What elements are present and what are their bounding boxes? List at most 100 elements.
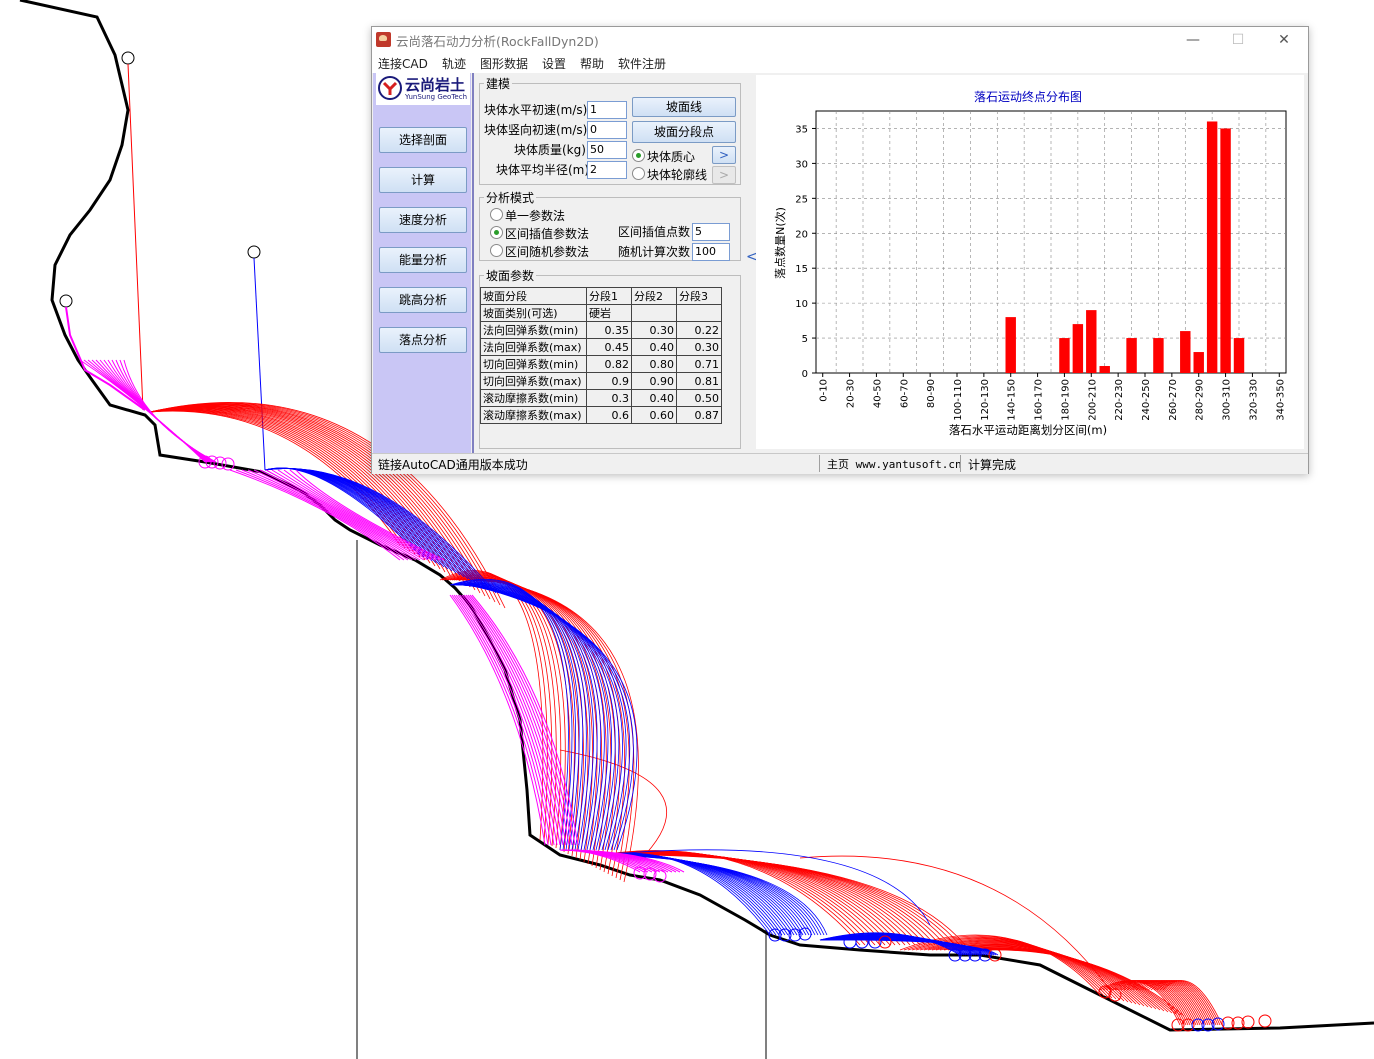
stop-point-circle <box>1191 1018 1205 1032</box>
minimize-button[interactable]: — <box>1186 32 1200 48</box>
bounce-height-analysis-button[interactable]: 跳高分析 <box>379 287 467 313</box>
velocity-analysis-button[interactable]: 速度分析 <box>379 207 467 233</box>
menu-register[interactable]: 软件注册 <box>618 57 667 71</box>
landing-point-analysis-button[interactable]: 落点分析 <box>379 327 467 353</box>
x-tick-label: 260-270 <box>1168 379 1179 421</box>
magenta-trajectory <box>241 469 409 561</box>
table-cell[interactable]: 0.9 <box>586 372 632 390</box>
menu-trajectory[interactable]: 轨迹 <box>442 57 467 71</box>
magenta-trajectory <box>467 594 573 846</box>
menu-help[interactable]: 帮助 <box>580 57 605 71</box>
chart-svg: 落石运动终点分布图 0 5 10 15 20 25 30 35 0-10 20-30 40-50 6… <box>773 89 1287 437</box>
red-trajectory <box>1150 980 1215 1026</box>
table-cell[interactable]: 0.87 <box>676 406 722 424</box>
blue-trajectory <box>457 584 598 851</box>
table-cell[interactable]: 0.30 <box>631 321 677 339</box>
red-trajectory <box>149 409 421 558</box>
table-cell[interactable]: 0.90 <box>631 372 677 390</box>
magenta-trajectory <box>289 469 441 561</box>
table-cell[interactable]: 0.45 <box>586 338 632 356</box>
radio-single-param[interactable] <box>490 208 503 221</box>
center-arrow-button[interactable]: > <box>712 146 736 164</box>
energy-analysis-button[interactable]: 能量分析 <box>379 247 467 273</box>
outline-arrow-button[interactable]: > <box>712 166 736 184</box>
chart-title: 落石运动终点分布图 <box>974 89 1082 104</box>
interp-points-input[interactable]: 5 <box>692 223 730 241</box>
stop-point-circle <box>1258 1014 1272 1028</box>
magenta-trajectory <box>271 469 429 561</box>
magenta-trajectory <box>449 594 546 846</box>
slope-line-button[interactable]: 坡面线 <box>632 97 736 117</box>
red-trajectory <box>445 573 557 847</box>
table-cell[interactable] <box>676 304 722 322</box>
vy-input[interactable]: 0 <box>587 121 627 139</box>
radius-input[interactable]: 2 <box>587 161 627 179</box>
slope-params-group: 坡面参数 <box>479 267 741 449</box>
mass-label: 块体质量(kg) <box>514 143 586 157</box>
table-cell[interactable]: 0.81 <box>676 372 722 390</box>
modeling-group: 建模 <box>479 75 741 185</box>
table-cell[interactable]: 0.40 <box>631 389 677 407</box>
radio-interval-random[interactable] <box>490 244 503 257</box>
random-count-label: 随机计算次数 <box>618 245 691 259</box>
magenta-trajectory <box>453 594 552 846</box>
collapse-panel-icon[interactable]: < <box>746 249 758 265</box>
stop-point-circle <box>868 935 882 949</box>
blue-trajectory <box>449 578 569 851</box>
chart-bars <box>1005 121 1245 373</box>
table-cell[interactable]: 0.30 <box>676 338 722 356</box>
table-row: 坡面类别(可选) 硬岩 <box>480 304 722 322</box>
table-cell[interactable]: 0.6 <box>586 406 632 424</box>
x-tick-label: 300-310 <box>1222 379 1233 421</box>
table-cell[interactable]: 0.3 <box>586 389 632 407</box>
table-cell[interactable]: 0.35 <box>586 321 632 339</box>
vx-input[interactable]: 1 <box>587 101 627 119</box>
table-cell[interactable]: 0.40 <box>631 338 677 356</box>
random-count-input[interactable]: 100 <box>692 243 730 261</box>
table-cell[interactable]: 硬岩 <box>586 304 632 322</box>
table-cell[interactable]: 0.60 <box>631 406 677 424</box>
radio-interval-interp-label: 区间插值参数法 <box>505 227 590 241</box>
x-tick-label: 100-110 <box>953 379 964 421</box>
row-label-cell: 滚动摩擦系数(max) <box>480 406 587 424</box>
table-row: 法向回弹系数(max) 0.45 0.40 0.30 <box>480 338 722 356</box>
stop-point-circle <box>798 927 812 941</box>
maximize-button[interactable]: ☐ <box>1231 32 1245 48</box>
red-trajectories <box>149 402 1223 1026</box>
calculate-button[interactable]: 计算 <box>379 167 467 193</box>
blue-trajectory <box>455 583 591 851</box>
landing-distribution-chart: 落石运动终点分布图 0 5 10 15 20 25 30 35 0-10 20-30 40-50 6… <box>756 75 1304 449</box>
y-tick-label: 15 <box>795 264 808 275</box>
slope-segment-button[interactable]: 坡面分段点 <box>632 121 736 143</box>
stop-point-circle <box>978 948 992 962</box>
blue-trajectory <box>458 584 602 851</box>
magenta-trajectory <box>459 594 561 846</box>
red-trajectory <box>451 575 571 853</box>
menu-settings[interactable]: 设置 <box>542 57 567 71</box>
table-cell[interactable]: 0.80 <box>631 355 677 373</box>
radio-interval-interp[interactable] <box>490 226 503 239</box>
slope-profile-line <box>19 0 1374 1032</box>
menu-graph-data[interactable]: 图形数据 <box>480 57 529 71</box>
slope-params-legend: 坡面参数 <box>486 269 535 283</box>
select-section-button[interactable]: 选择剖面 <box>379 127 467 153</box>
title-bar: 云尚落石动力分析(RockFallDyn2D) — ☐ ✕ <box>372 27 1308 53</box>
red-trajectory <box>599 850 871 946</box>
blue-trajectory <box>460 584 609 851</box>
blue-trajectory <box>599 849 931 926</box>
table-cell[interactable]: 0.50 <box>676 389 722 407</box>
bar-210-220 <box>1099 366 1110 373</box>
menu-connect-cad[interactable]: 连接CAD <box>378 57 428 71</box>
table-cell[interactable]: 0.82 <box>586 355 632 373</box>
bar-280-290 <box>1193 352 1204 373</box>
bar-300-310 <box>1220 128 1231 373</box>
close-button[interactable]: ✕ <box>1278 32 1290 48</box>
radio-block-outline[interactable] <box>632 167 645 180</box>
radio-block-center[interactable] <box>632 149 645 162</box>
stop-point-circle <box>958 948 972 962</box>
table-cell[interactable]: 0.71 <box>676 355 722 373</box>
table-cell[interactable] <box>631 304 677 322</box>
mass-input[interactable]: 50 <box>587 141 627 159</box>
table-cell[interactable]: 0.22 <box>676 321 722 339</box>
